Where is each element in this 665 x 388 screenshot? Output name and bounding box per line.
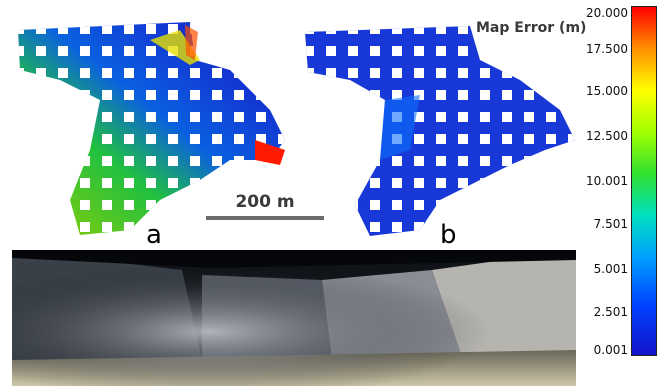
- colorbar-tick: 7.501: [593, 217, 628, 231]
- scale-bar-label: 200 m: [235, 192, 295, 212]
- colorbar-title: Map Error (m): [476, 20, 587, 36]
- map-a: [18, 22, 285, 235]
- colorbar-tick: 0.001: [593, 343, 628, 357]
- colorbar-tick: 2.501: [593, 305, 628, 319]
- panel-label-b: b: [440, 220, 457, 250]
- colorbar-tick: 5.001: [593, 262, 628, 276]
- panel-label-a: a: [146, 220, 162, 250]
- colorbar: [631, 6, 657, 356]
- colorbar-tick: 12.500: [586, 129, 628, 143]
- error-maps: [18, 22, 575, 236]
- tunnel-photo: [12, 250, 576, 386]
- colorbar-tick: 20.000: [586, 6, 628, 20]
- scale-bar: [206, 216, 324, 220]
- map-b: [305, 26, 575, 236]
- colorbar-tick: 15.000: [586, 84, 628, 98]
- colorbar-tick: 17.500: [586, 42, 628, 56]
- colorbar-tick: 10.001: [586, 174, 628, 188]
